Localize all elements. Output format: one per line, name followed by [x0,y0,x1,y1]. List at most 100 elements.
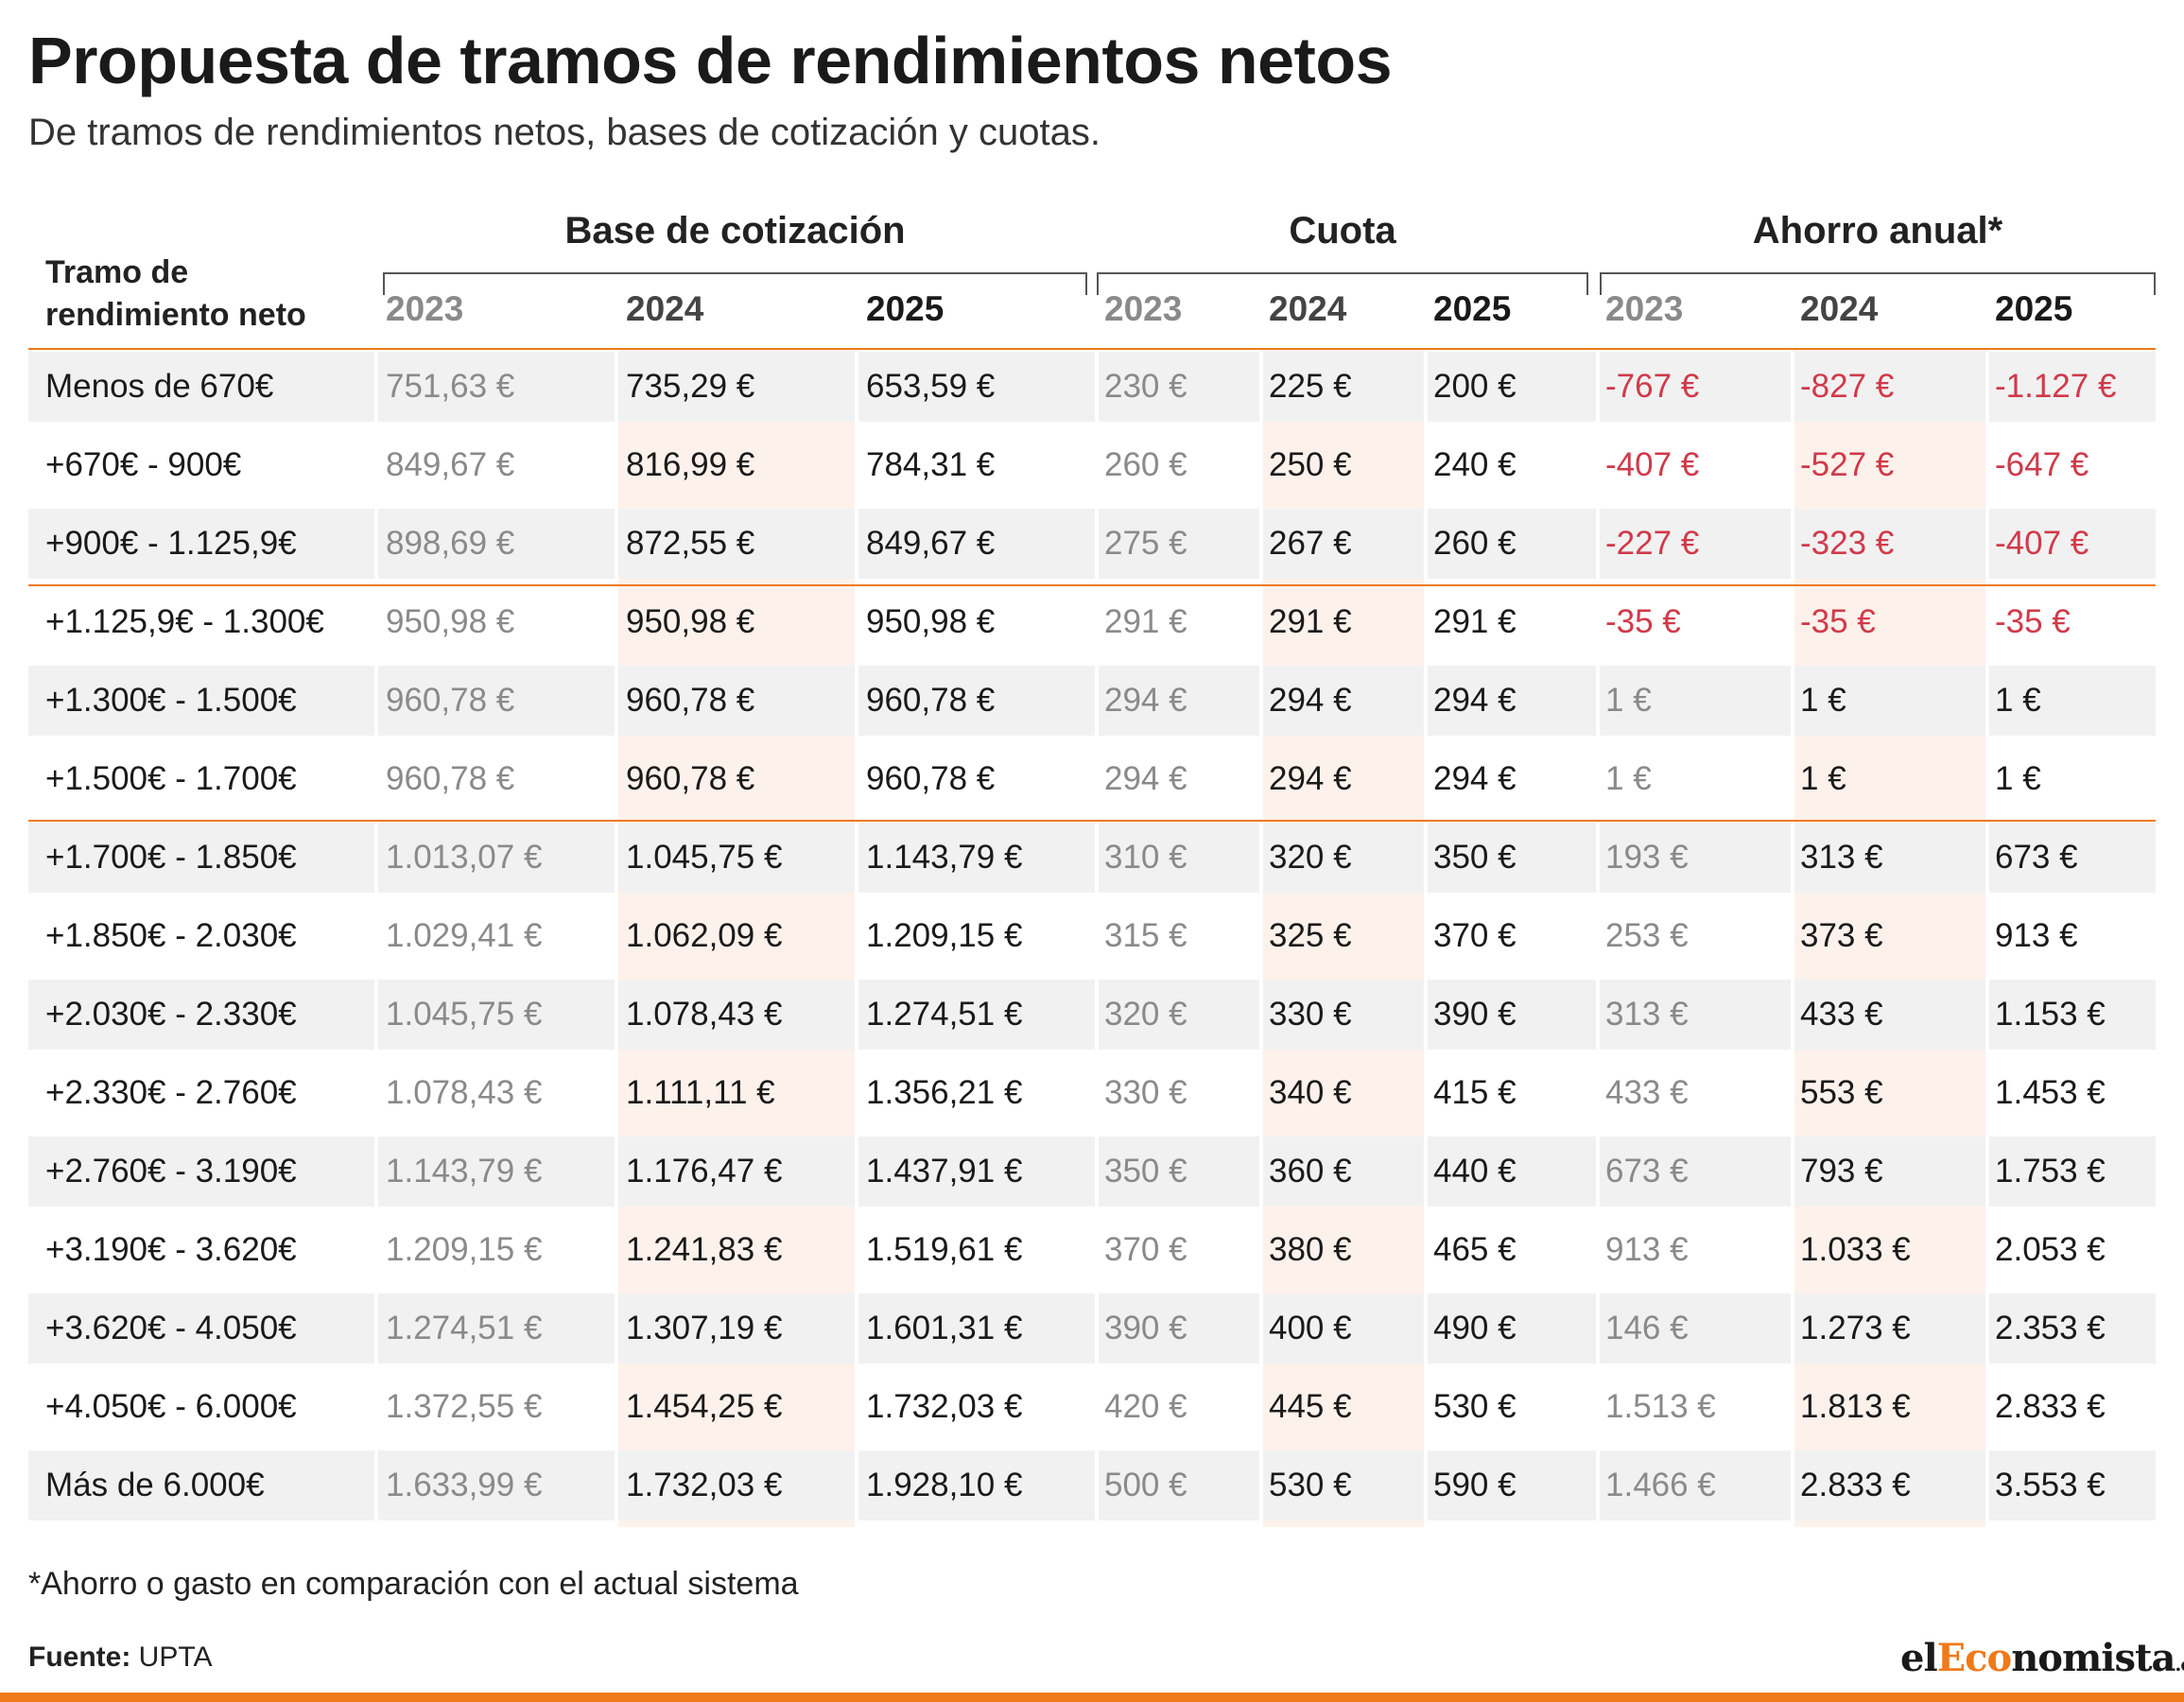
table-cell: 1.732,03 € [866,1388,1023,1425]
group-header-0: Base de cotización [564,210,906,252]
table-cell: 960,78 € [866,760,996,797]
table-cell: 950,98 € [626,603,755,640]
table-cell: 553 € [1800,1074,1883,1111]
table-cell: 330 € [1104,1074,1187,1111]
table-cell: 1 € [1800,682,1846,719]
table-cell: 390 € [1104,1310,1187,1346]
table-cell: 1.601,31 € [866,1310,1023,1346]
year-header: 2023 [1104,289,1183,328]
table-cell: 433 € [1605,1074,1689,1111]
table-cell: 816,99 € [626,446,755,483]
table-cell: 313 € [1800,839,1883,876]
table-cell: 465 € [1433,1231,1517,1268]
table-cell: 1.519,61 € [866,1231,1023,1268]
table-cell: 1.273 € [1800,1310,1911,1346]
table-cell: 1.111,11 € [626,1074,775,1111]
group-bracket-1 [1097,272,1588,295]
table-cell: 1.078,43 € [386,1074,543,1111]
table-cell: 1.372,55 € [386,1388,543,1425]
table-cell: 960,78 € [386,682,515,719]
table-cell: 950,98 € [386,603,515,640]
table-cell: 960,78 € [626,760,755,797]
table-cell: 1.241,83 € [626,1231,783,1268]
table-cell: 294 € [1269,760,1352,797]
table-row-tramo: +4.050€ - 6.000€ [45,1388,297,1425]
table-cell: 653,59 € [866,368,996,405]
table-cell: -227 € [1605,525,1700,562]
table-cell: 2.353 € [1995,1310,2106,1346]
table-cell: 1.078,43 € [626,996,783,1033]
table-cell: 340 € [1269,1074,1352,1111]
table-cell: 2.053 € [1995,1231,2106,1268]
group-bracket-2 [1600,272,2156,295]
table-cell: 1.143,79 € [386,1153,543,1190]
row-background [28,509,2156,579]
table-cell: 1.013,07 € [386,839,543,876]
logo-part2: Eco [1936,1636,2013,1680]
logo-suffix: .es [2175,1653,2184,1676]
table-cell: 590 € [1433,1467,1517,1503]
logo-part1: el [1900,1636,1938,1680]
table-cell: 500 € [1104,1467,1187,1503]
table-cell: -647 € [1995,446,2089,483]
table-row-tramo: +670€ - 900€ [45,446,242,483]
table-cell: 200 € [1433,368,1517,405]
group-header-1: Cuota [1289,210,1396,252]
table-cell: 370 € [1104,1231,1187,1268]
table-cell: -323 € [1800,525,1895,562]
table-cell: 260 € [1433,525,1517,562]
table-cell: 530 € [1433,1388,1517,1425]
eleconomista-logo[interactable]: elEconomista.es [1900,1636,2184,1680]
table-cell: 315 € [1104,917,1187,954]
table-cell: 400 € [1269,1310,1352,1346]
table-row-tramo: +2.030€ - 2.330€ [45,996,297,1033]
table-cell: 260 € [1104,446,1187,483]
table-cell: 1.307,19 € [626,1310,783,1346]
table-row-tramo: Más de 6.000€ [45,1467,265,1503]
table-cell: 1 € [1800,760,1846,797]
year-header: 2024 [1269,289,1347,328]
table-cell: 898,69 € [386,525,515,562]
table-cell: 849,67 € [866,525,996,562]
row-background [28,666,2156,736]
table-row-tramo: +1.125,9€ - 1.300€ [45,603,324,640]
table-cell: 294 € [1433,682,1517,719]
header-divider [28,348,2156,350]
table-cell: -1.127 € [1995,368,2117,405]
tramo-column-header: Tramo de rendimiento neto [45,252,306,337]
table-cell: 1.029,41 € [386,917,543,954]
table-row-tramo: Menos de 670€ [45,368,274,405]
table-cell: 872,55 € [626,525,755,562]
column-separator [1095,352,1099,1529]
column-separator [1424,352,1428,1529]
table-cell: -35 € [1800,603,1876,640]
column-separator [1791,352,1794,1529]
row-background [28,1137,2156,1207]
table-cell: 313 € [1605,996,1689,1033]
group-divider [28,820,2156,822]
table-cell: -827 € [1800,368,1895,405]
table-cell: -407 € [1605,446,1700,483]
table-cell: 1 € [1605,682,1652,719]
group-bracket-0 [383,272,1087,295]
table-row-tramo: +1.700€ - 1.850€ [45,839,297,876]
source-value: UPTA [138,1641,213,1673]
table-cell: 350 € [1104,1153,1187,1190]
table-cell: 1.274,51 € [866,996,1023,1033]
group-header-2: Ahorro anual* [1752,210,2003,252]
table-row-tramo: +3.620€ - 4.050€ [45,1310,297,1346]
group-divider [28,584,2156,586]
table-cell: 960,78 € [866,682,996,719]
column-separator [1985,352,1989,1529]
table-cell: 146 € [1605,1310,1689,1346]
table-cell: 673 € [1995,839,2078,876]
year-header: 2025 [1995,289,2073,328]
table-cell: 291 € [1104,603,1187,640]
table-row-tramo: +3.190€ - 3.620€ [45,1231,297,1268]
table-cell: 253 € [1605,917,1689,954]
table-row-tramo: +2.330€ - 2.760€ [45,1074,297,1111]
table-cell: -35 € [1605,603,1681,640]
table-cell: 2.833 € [1800,1467,1911,1503]
table-row-tramo: +1.300€ - 1.500€ [45,682,297,719]
table-cell: 420 € [1104,1388,1187,1425]
